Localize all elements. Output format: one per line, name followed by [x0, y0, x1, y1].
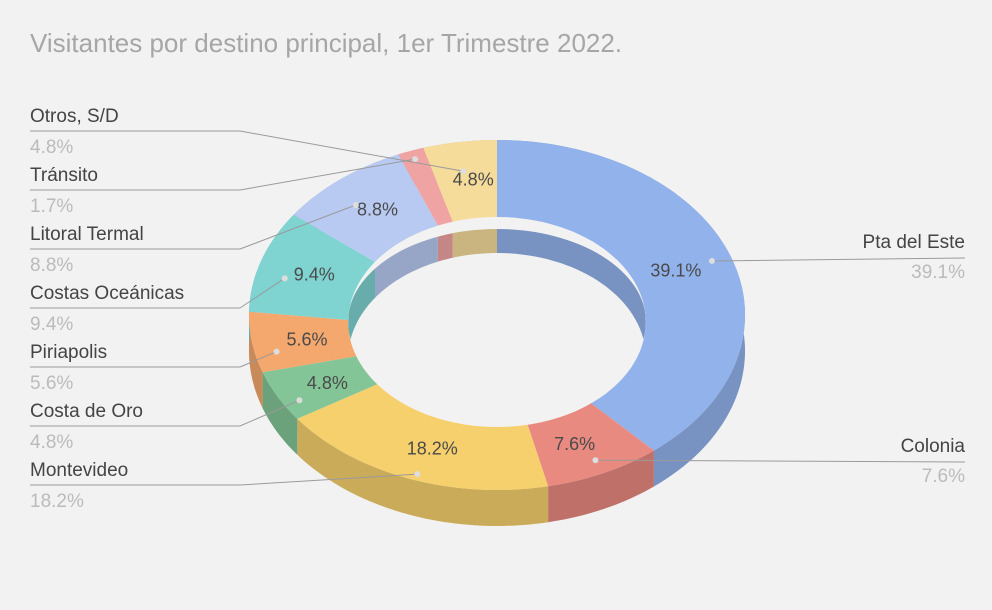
leader-dot [281, 275, 288, 282]
slice-label: 8.8% [357, 199, 398, 219]
leader-dot [708, 257, 715, 264]
slice-inner-side [497, 229, 646, 415]
legend-name: Montevideo [30, 460, 128, 481]
legend-value: 4.8% [30, 137, 73, 158]
leader-dot [412, 156, 419, 163]
hole [348, 229, 646, 415]
leader-line [239, 399, 300, 427]
slice [249, 214, 375, 320]
legend-value: 9.4% [30, 314, 73, 335]
slice [249, 311, 357, 373]
legend-name: Tránsito [30, 165, 98, 186]
leader-dot [592, 457, 599, 464]
slice [293, 154, 438, 262]
slices [249, 140, 745, 490]
slice [497, 140, 745, 451]
legend-value: 39.1% [911, 262, 965, 283]
legend-name: Pta del Este [863, 232, 965, 253]
labels: 39.1% Pta del Este 39.1% 7.6% Colonia 7.6% 4.8… [30, 106, 965, 512]
chart-title: Visitantes por destino principal, 1er Tr… [30, 28, 622, 58]
leader-line [239, 204, 356, 250]
leader-line [239, 351, 277, 368]
slice-label: 7.6% [554, 434, 595, 454]
slice [527, 403, 654, 487]
leader-line [239, 277, 286, 309]
slice-inner-side [437, 229, 453, 262]
slice-inner-side [375, 229, 438, 298]
legend-name: Otros, S/D [30, 106, 119, 127]
slice-inner-side [348, 261, 375, 356]
leader-dot [352, 202, 359, 209]
leader-dot [273, 348, 280, 355]
slice-label: 5.6% [287, 330, 328, 350]
slice-side [262, 372, 298, 455]
legend-value: 1.7% [30, 196, 73, 217]
legend-value: 8.8% [30, 255, 73, 276]
leader-dot [414, 471, 421, 478]
legend-name: Costas Oceánicas [30, 283, 184, 304]
slice-label: 9.4% [294, 264, 335, 284]
leader-line [711, 257, 966, 262]
legend-value: 7.6% [922, 466, 965, 487]
slice [423, 140, 497, 222]
leader-line [239, 130, 464, 172]
slice-label: 18.2% [407, 439, 458, 459]
slice [398, 147, 453, 226]
legend-name: Colonia [901, 436, 966, 457]
slice-label: 4.8% [453, 169, 494, 189]
leader-dot [460, 168, 467, 175]
slice [262, 356, 378, 419]
slice-label: 39.1% [650, 261, 701, 281]
leader-dot [296, 397, 303, 404]
legend-value: 4.8% [30, 432, 73, 453]
legend-value: 18.2% [30, 491, 84, 512]
slice [297, 384, 549, 490]
legend-value: 5.6% [30, 373, 73, 394]
legend-name: Costa de Oro [30, 401, 143, 422]
slice-inner-side [452, 229, 497, 258]
leader-line [239, 473, 418, 486]
legend-name: Litoral Termal [30, 224, 144, 245]
legend-name: Piriapolis [30, 342, 107, 363]
leader-line [595, 459, 966, 463]
leader-line [239, 158, 416, 191]
slice-side [548, 450, 654, 523]
slice-side [297, 418, 549, 526]
slice-label: 4.8% [307, 373, 348, 393]
